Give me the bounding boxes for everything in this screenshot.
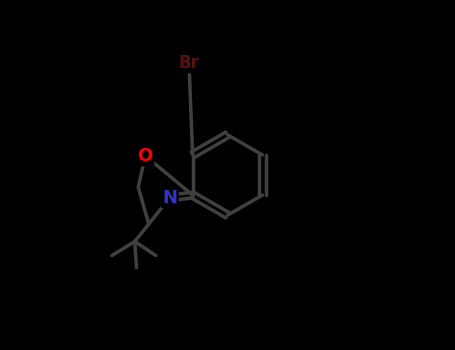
Text: Br: Br xyxy=(178,54,199,72)
Text: N: N xyxy=(162,189,177,207)
Text: O: O xyxy=(137,147,153,165)
